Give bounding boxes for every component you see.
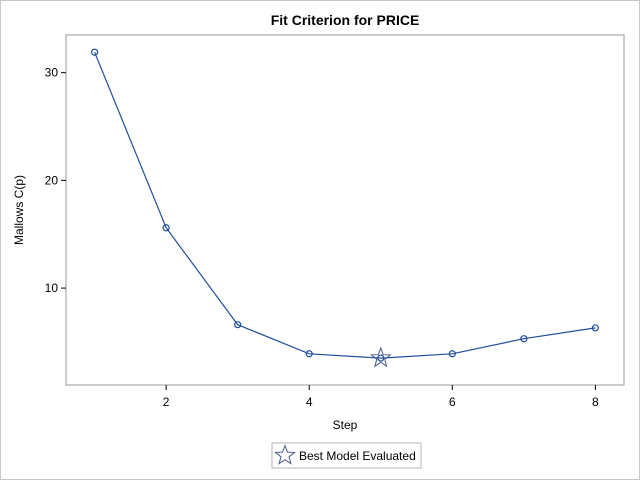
data-point <box>591 324 599 332</box>
x-axis-label: Step <box>333 418 358 432</box>
data-point <box>234 321 242 329</box>
y-axis-label: Mallows C(p) <box>12 175 26 245</box>
legend-star-icon <box>274 444 296 465</box>
data-point <box>377 354 385 362</box>
x-tick-label: 4 <box>306 395 313 409</box>
y-tick-label: 20 <box>45 173 59 187</box>
data-point <box>305 350 313 358</box>
x-tick-label: 8 <box>592 395 599 409</box>
data-point <box>520 335 528 343</box>
plot-area <box>65 34 625 386</box>
x-tick-label: 2 <box>163 395 170 409</box>
legend: Best Model Evaluated <box>271 442 422 469</box>
y-axis: 10 20 30 <box>45 66 66 295</box>
y-tick-label: 10 <box>45 281 59 295</box>
x-tick-label: 6 <box>449 395 456 409</box>
series-mallows-cp <box>91 48 599 368</box>
best-model-star <box>369 346 392 368</box>
series-line <box>94 51 596 359</box>
data-point <box>162 224 170 232</box>
x-axis: 2 4 6 8 <box>163 385 599 409</box>
data-point <box>91 48 99 56</box>
y-tick-label: 30 <box>45 66 59 80</box>
legend-label-best-model: Best Model Evaluated <box>299 449 416 463</box>
chart-title: Fit Criterion for PRICE <box>271 12 420 28</box>
legend-box <box>271 442 422 469</box>
data-point <box>448 350 456 358</box>
